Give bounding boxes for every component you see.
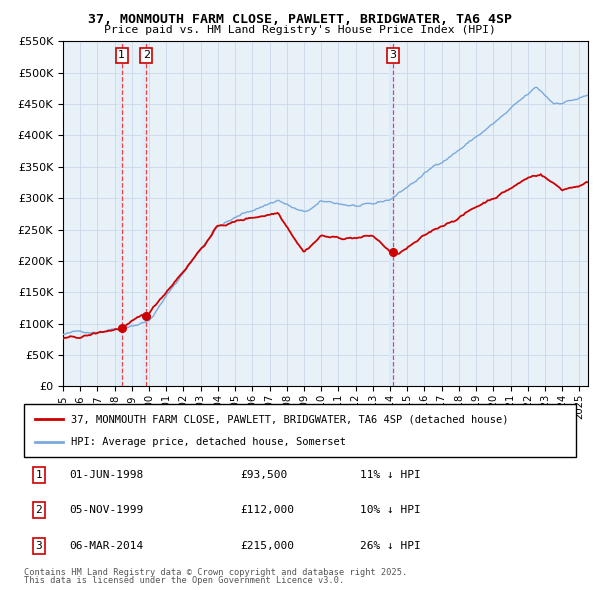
Text: £112,000: £112,000	[240, 506, 294, 515]
Text: 2: 2	[35, 506, 43, 515]
Text: 26% ↓ HPI: 26% ↓ HPI	[360, 541, 421, 550]
Text: 11% ↓ HPI: 11% ↓ HPI	[360, 470, 421, 480]
FancyBboxPatch shape	[24, 404, 576, 457]
Text: 1: 1	[118, 50, 125, 60]
Text: £93,500: £93,500	[240, 470, 287, 480]
Bar	[389, 41, 393, 386]
Text: HPI: Average price, detached house, Somerset: HPI: Average price, detached house, Some…	[71, 437, 346, 447]
Text: 10% ↓ HPI: 10% ↓ HPI	[360, 506, 421, 515]
Text: 3: 3	[35, 541, 43, 550]
Text: Contains HM Land Registry data © Crown copyright and database right 2025.: Contains HM Land Registry data © Crown c…	[24, 568, 407, 577]
Bar	[118, 41, 122, 386]
Text: 01-JUN-1998: 01-JUN-1998	[69, 470, 143, 480]
Bar	[142, 41, 146, 386]
Text: 3: 3	[389, 50, 397, 60]
Text: 06-MAR-2014: 06-MAR-2014	[69, 541, 143, 550]
Text: 2: 2	[143, 50, 150, 60]
Text: 05-NOV-1999: 05-NOV-1999	[69, 506, 143, 515]
Text: £215,000: £215,000	[240, 541, 294, 550]
Text: This data is licensed under the Open Government Licence v3.0.: This data is licensed under the Open Gov…	[24, 576, 344, 585]
Text: Price paid vs. HM Land Registry's House Price Index (HPI): Price paid vs. HM Land Registry's House …	[104, 25, 496, 35]
Text: 37, MONMOUTH FARM CLOSE, PAWLETT, BRIDGWATER, TA6 4SP: 37, MONMOUTH FARM CLOSE, PAWLETT, BRIDGW…	[88, 13, 512, 26]
Text: 1: 1	[35, 470, 43, 480]
Text: 37, MONMOUTH FARM CLOSE, PAWLETT, BRIDGWATER, TA6 4SP (detached house): 37, MONMOUTH FARM CLOSE, PAWLETT, BRIDGW…	[71, 414, 508, 424]
